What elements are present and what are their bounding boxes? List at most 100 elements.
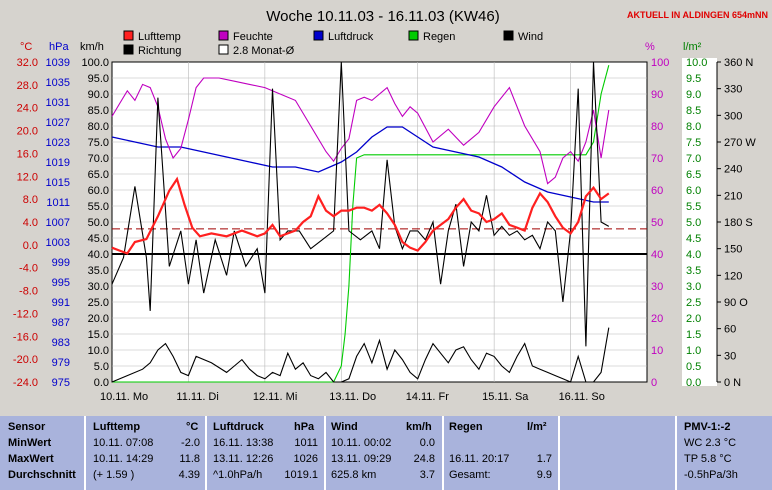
dir-tick-label: 0 N bbox=[724, 377, 741, 389]
dir-tick-label: 330 bbox=[724, 84, 742, 96]
wind-tick-label: 40.0 bbox=[88, 249, 109, 261]
wind-tick-label: 70.0 bbox=[88, 153, 109, 165]
temp-tick-label: 20.0 bbox=[17, 126, 38, 138]
wind-tick-label: 50.0 bbox=[88, 217, 109, 229]
dir-tick-label: 90 O bbox=[724, 297, 748, 309]
press-value: 1011 bbox=[294, 437, 318, 449]
legend-swatch bbox=[123, 44, 134, 55]
temp-time: 10.11. 07:08 bbox=[93, 437, 154, 449]
press-tick-label: 1011 bbox=[46, 197, 70, 209]
wind-tick-label: 55.0 bbox=[88, 201, 109, 213]
press-tick-label: 987 bbox=[52, 317, 70, 329]
header-wind-unit: km/h bbox=[406, 421, 432, 433]
rain-tick-label: 9.5 bbox=[686, 73, 701, 85]
wind-tick-label: 75.0 bbox=[88, 137, 109, 149]
table-separator bbox=[558, 416, 560, 490]
wind-tick-label: 85.0 bbox=[88, 105, 109, 117]
temp-tick-label: 4.0 bbox=[23, 217, 38, 229]
dir-tick-label: 150 bbox=[724, 244, 742, 256]
legend-swatch bbox=[123, 30, 134, 41]
rain-value: 1.7 bbox=[536, 453, 552, 465]
temp-value: 11.8 bbox=[179, 453, 200, 465]
wind-tick-label: 95.0 bbox=[88, 73, 109, 85]
location-note: AKTUELL IN ALDINGEN 654mNN bbox=[627, 10, 768, 20]
press-tick-label: 1039 bbox=[46, 57, 70, 69]
x-tick-label: 11.11. Di bbox=[176, 391, 218, 403]
legend-swatch bbox=[313, 30, 324, 41]
header-sensor: Sensor bbox=[8, 421, 46, 433]
press-value: 1026 bbox=[293, 453, 318, 465]
dir-tick-label: 120 bbox=[724, 270, 742, 282]
temp-tick-label: 16.0 bbox=[17, 148, 38, 160]
legend-label: Lufttemp bbox=[138, 31, 181, 43]
x-tick-label: 14.11. Fr bbox=[406, 391, 450, 403]
rain-axis-background bbox=[682, 58, 717, 386]
header-wind: Wind bbox=[331, 421, 358, 433]
table-separator bbox=[205, 416, 207, 490]
x-tick-label: 15.11. Sa bbox=[482, 391, 529, 403]
hum-tick-label: 10 bbox=[651, 345, 663, 357]
dir-tick-label: 210 bbox=[724, 190, 742, 202]
chart-title: Woche 10.11.03 - 16.11.03 (KW46) bbox=[266, 8, 499, 25]
legend: Lufttemp Feuchte Luftdruck Regen Wind Richtun… bbox=[123, 30, 543, 57]
press-tick-label: 999 bbox=[52, 257, 70, 269]
temp-tick-label: -4.0 bbox=[19, 263, 38, 275]
wind-tick-label: 80.0 bbox=[88, 121, 109, 133]
rain-value: 9.9 bbox=[536, 469, 552, 481]
header-temp: Lufttemp bbox=[93, 421, 141, 433]
header-rain: Regen bbox=[449, 421, 483, 433]
wind-tick-label: 45.0 bbox=[88, 233, 109, 245]
press-tick-label: 1023 bbox=[46, 137, 70, 149]
legend-label: Richtung bbox=[138, 45, 181, 57]
pmv-value: -0.5hPa/3h bbox=[684, 469, 738, 481]
wind-value: 0.0 bbox=[419, 437, 435, 449]
press-time: ^1.0hPa/h bbox=[213, 469, 263, 481]
press-time: 13.11. 12:26 bbox=[213, 453, 274, 465]
legend-label: 2.8 Monat-Ø bbox=[233, 45, 295, 57]
row-label: Durchschnitt bbox=[8, 469, 76, 481]
legend-swatch bbox=[408, 30, 419, 41]
press-tick-label: 979 bbox=[52, 357, 70, 369]
series-line-luftdruck bbox=[111, 126, 609, 203]
rain-tick-label: 0.5 bbox=[686, 361, 701, 373]
series-line-richtung bbox=[111, 61, 610, 347]
header-pmv: PMV-1:-2 bbox=[684, 421, 731, 433]
rain-tick-label: 6.0 bbox=[686, 185, 701, 197]
press-tick-label: 1035 bbox=[46, 77, 70, 89]
press-tick-label: 975 bbox=[52, 377, 70, 389]
temp-tick-label: 0.0 bbox=[23, 240, 38, 252]
hum-tick-label: 60 bbox=[651, 185, 663, 197]
rain-time: Gesamt: bbox=[449, 469, 491, 481]
rain-tick-label: 7.0 bbox=[686, 153, 701, 165]
wind-tick-label: 35.0 bbox=[88, 265, 109, 277]
temp-tick-label: 28.0 bbox=[17, 80, 38, 92]
x-tick-label: 12.11. Mi bbox=[253, 391, 297, 403]
temp-tick-label: 32.0 bbox=[17, 57, 38, 69]
rain-tick-label: 0.0 bbox=[686, 377, 701, 389]
press-tick-label: 1031 bbox=[46, 97, 70, 109]
wind-tick-label: 30.0 bbox=[88, 281, 109, 293]
series-group bbox=[111, 61, 647, 383]
legend-label: Wind bbox=[518, 31, 543, 43]
temp-time: (+ 1.59 ) bbox=[93, 469, 135, 481]
legend-label: Regen bbox=[423, 31, 455, 43]
temp-value: 4.39 bbox=[178, 469, 200, 481]
temp-tick-label: -24.0 bbox=[13, 377, 38, 389]
hum-tick-label: 30 bbox=[651, 281, 663, 293]
press-time: 16.11. 13:38 bbox=[213, 437, 274, 449]
temp-tick-label: -16.0 bbox=[13, 331, 38, 343]
hum-tick-label: 50 bbox=[651, 217, 663, 229]
x-tick-label: 10.11. Mo bbox=[100, 391, 148, 403]
header-temp-unit: °C bbox=[186, 421, 199, 433]
hum-tick-label: 20 bbox=[651, 313, 663, 325]
rain-axis-unit: l/m² bbox=[683, 41, 702, 53]
weather-chart: Woche 10.11.03 - 16.11.03 (KW46) AKTUELL… bbox=[12, 8, 768, 403]
stats-table bbox=[0, 416, 772, 490]
axes: 32.0 28.0 24.0 20.0 16.0 12.0 8.0 4.0 0.0 -4.0 -8.… bbox=[13, 57, 756, 389]
wind-tick-label: 5.0 bbox=[94, 361, 109, 373]
wind-tick-label: 90.0 bbox=[88, 89, 109, 101]
x-tick-label: 16.11. So bbox=[559, 391, 605, 403]
press-tick-label: 1007 bbox=[46, 217, 70, 229]
dir-tick-label: 180 S bbox=[724, 217, 753, 229]
rain-tick-label: 1.0 bbox=[686, 345, 701, 357]
